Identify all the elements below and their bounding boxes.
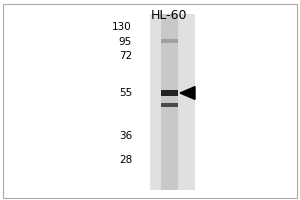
Text: 55: 55 <box>119 88 132 98</box>
Bar <box>150 14 195 190</box>
Text: 72: 72 <box>119 51 132 61</box>
Bar <box>160 103 178 107</box>
Text: 28: 28 <box>119 155 132 165</box>
Text: 130: 130 <box>112 22 132 32</box>
Text: 36: 36 <box>119 131 132 141</box>
Text: HL-60: HL-60 <box>151 9 188 22</box>
Bar <box>160 39 178 43</box>
Text: 95: 95 <box>119 37 132 47</box>
Bar <box>160 90 178 96</box>
Bar <box>160 14 178 190</box>
Polygon shape <box>180 87 195 99</box>
